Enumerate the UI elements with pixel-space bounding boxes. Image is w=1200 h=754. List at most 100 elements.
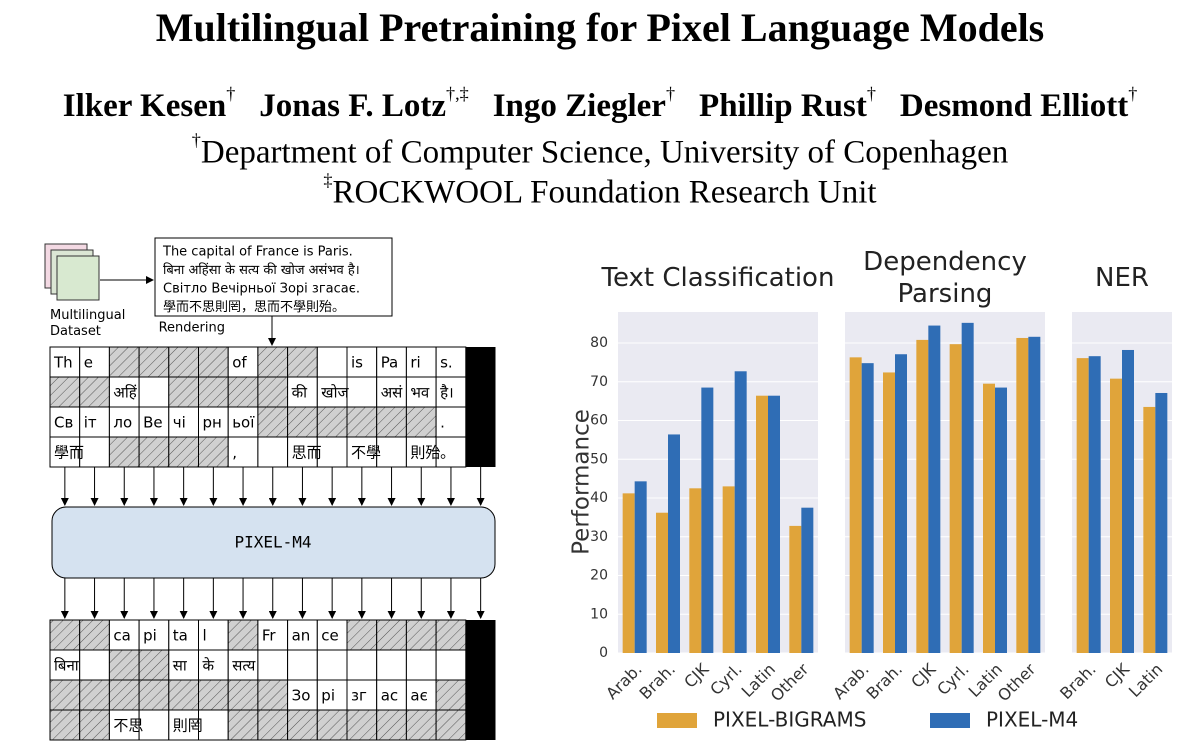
bar <box>756 395 768 653</box>
panel-title: Dependency Parsing <box>863 247 1027 309</box>
bar <box>1076 358 1089 653</box>
patch <box>435 619 467 651</box>
pad-patch <box>465 437 496 467</box>
bar <box>895 354 907 653</box>
legend-label: PIXEL-M4 <box>986 708 1078 732</box>
x-tick-label: Brah. <box>635 660 679 704</box>
bar <box>916 339 929 653</box>
patch <box>405 649 437 681</box>
patch <box>168 376 200 408</box>
author-list: Ilker Kesen† Jonas F. Lotz†,‡ Ingo Ziegler… <box>0 84 1200 125</box>
y-tick-label: 70 <box>590 374 608 390</box>
patch <box>49 619 81 651</box>
author-name: Ilker Kesen <box>62 88 227 125</box>
patch <box>287 406 318 438</box>
bar <box>883 372 895 653</box>
patch <box>168 679 200 711</box>
patch <box>287 376 318 408</box>
bar <box>928 325 941 653</box>
bar <box>634 481 647 653</box>
patch <box>376 436 407 468</box>
patch-text: Th <box>53 354 73 372</box>
patch-text: के <box>203 657 215 675</box>
patch-text: Pa <box>381 354 399 372</box>
patch <box>316 619 348 651</box>
bar <box>949 344 962 653</box>
patch <box>376 679 407 711</box>
patch <box>435 436 467 468</box>
author-name: Ingo Ziegler <box>492 88 666 125</box>
patch <box>138 376 170 408</box>
patch <box>257 709 289 741</box>
patch-text: ca <box>113 627 130 645</box>
patch <box>138 436 170 468</box>
patch-text: e <box>84 354 93 372</box>
x-tick-label: Arab. <box>602 660 646 704</box>
patch <box>108 376 140 408</box>
patch-text: is <box>351 354 363 372</box>
affiliation-name: ROCKWOOL Foundation Research Unit <box>332 174 877 211</box>
author: Ingo Ziegler† <box>492 84 675 125</box>
patch-text: की <box>292 384 309 402</box>
patch-text: 思而 <box>292 444 322 462</box>
patch <box>108 406 140 438</box>
patch <box>79 649 110 681</box>
patch <box>257 346 289 378</box>
affiliation-mark: ‡ <box>323 170 333 190</box>
patch <box>198 346 229 378</box>
pad-patch <box>465 650 496 680</box>
patch <box>346 406 378 438</box>
patch <box>49 709 81 741</box>
patch <box>227 346 259 378</box>
patch <box>198 709 229 741</box>
patch-text: भव <box>410 384 430 402</box>
bar <box>1155 392 1168 653</box>
patch <box>227 376 259 408</box>
patch-text: खोज <box>321 384 349 402</box>
patch-text: 不思 <box>113 717 143 735</box>
bar <box>768 395 780 653</box>
patch <box>79 709 110 741</box>
panel-title: NER <box>1095 263 1149 293</box>
x-tick-label: Other <box>994 659 1040 705</box>
patch-text: 則罔 <box>173 717 203 735</box>
bar <box>701 387 714 653</box>
legend-swatch <box>657 713 697 728</box>
x-tick-label: Brah. <box>1056 660 1100 704</box>
patch <box>168 709 200 741</box>
patch <box>257 649 289 681</box>
patch <box>346 346 378 378</box>
pad-patch <box>465 680 496 710</box>
patch <box>376 346 407 378</box>
patch-text: чі <box>173 414 186 432</box>
paper-title: Multilingual Pretraining for Pixel Langu… <box>155 5 1045 50</box>
patch <box>316 436 348 468</box>
patch <box>138 346 170 378</box>
panel-title: Text Classification <box>601 263 835 293</box>
x-tick-label: Brah. <box>862 660 906 704</box>
bar <box>961 322 974 653</box>
patch <box>198 436 229 468</box>
patch <box>346 619 378 651</box>
patch <box>346 376 378 408</box>
patch <box>79 406 110 438</box>
patch-text: ьої <box>232 414 255 432</box>
patch <box>376 406 407 438</box>
y-tick-label: 0 <box>599 645 608 661</box>
bar <box>1143 406 1156 653</box>
patch-text: рі <box>321 687 335 705</box>
patch-text: सा <box>173 657 188 675</box>
author-mark: † <box>226 84 236 104</box>
patch <box>79 376 110 408</box>
patch-text: बिना <box>54 657 80 675</box>
x-tick-label: Other <box>767 659 813 705</box>
patch <box>198 376 229 408</box>
bar <box>995 387 1007 653</box>
pad-patch <box>465 710 496 740</box>
affiliation: ‡ROCKWOOL Foundation Research Unit <box>0 170 1200 211</box>
patch-text: , <box>232 444 237 462</box>
patch <box>108 649 140 681</box>
patch <box>227 679 259 711</box>
